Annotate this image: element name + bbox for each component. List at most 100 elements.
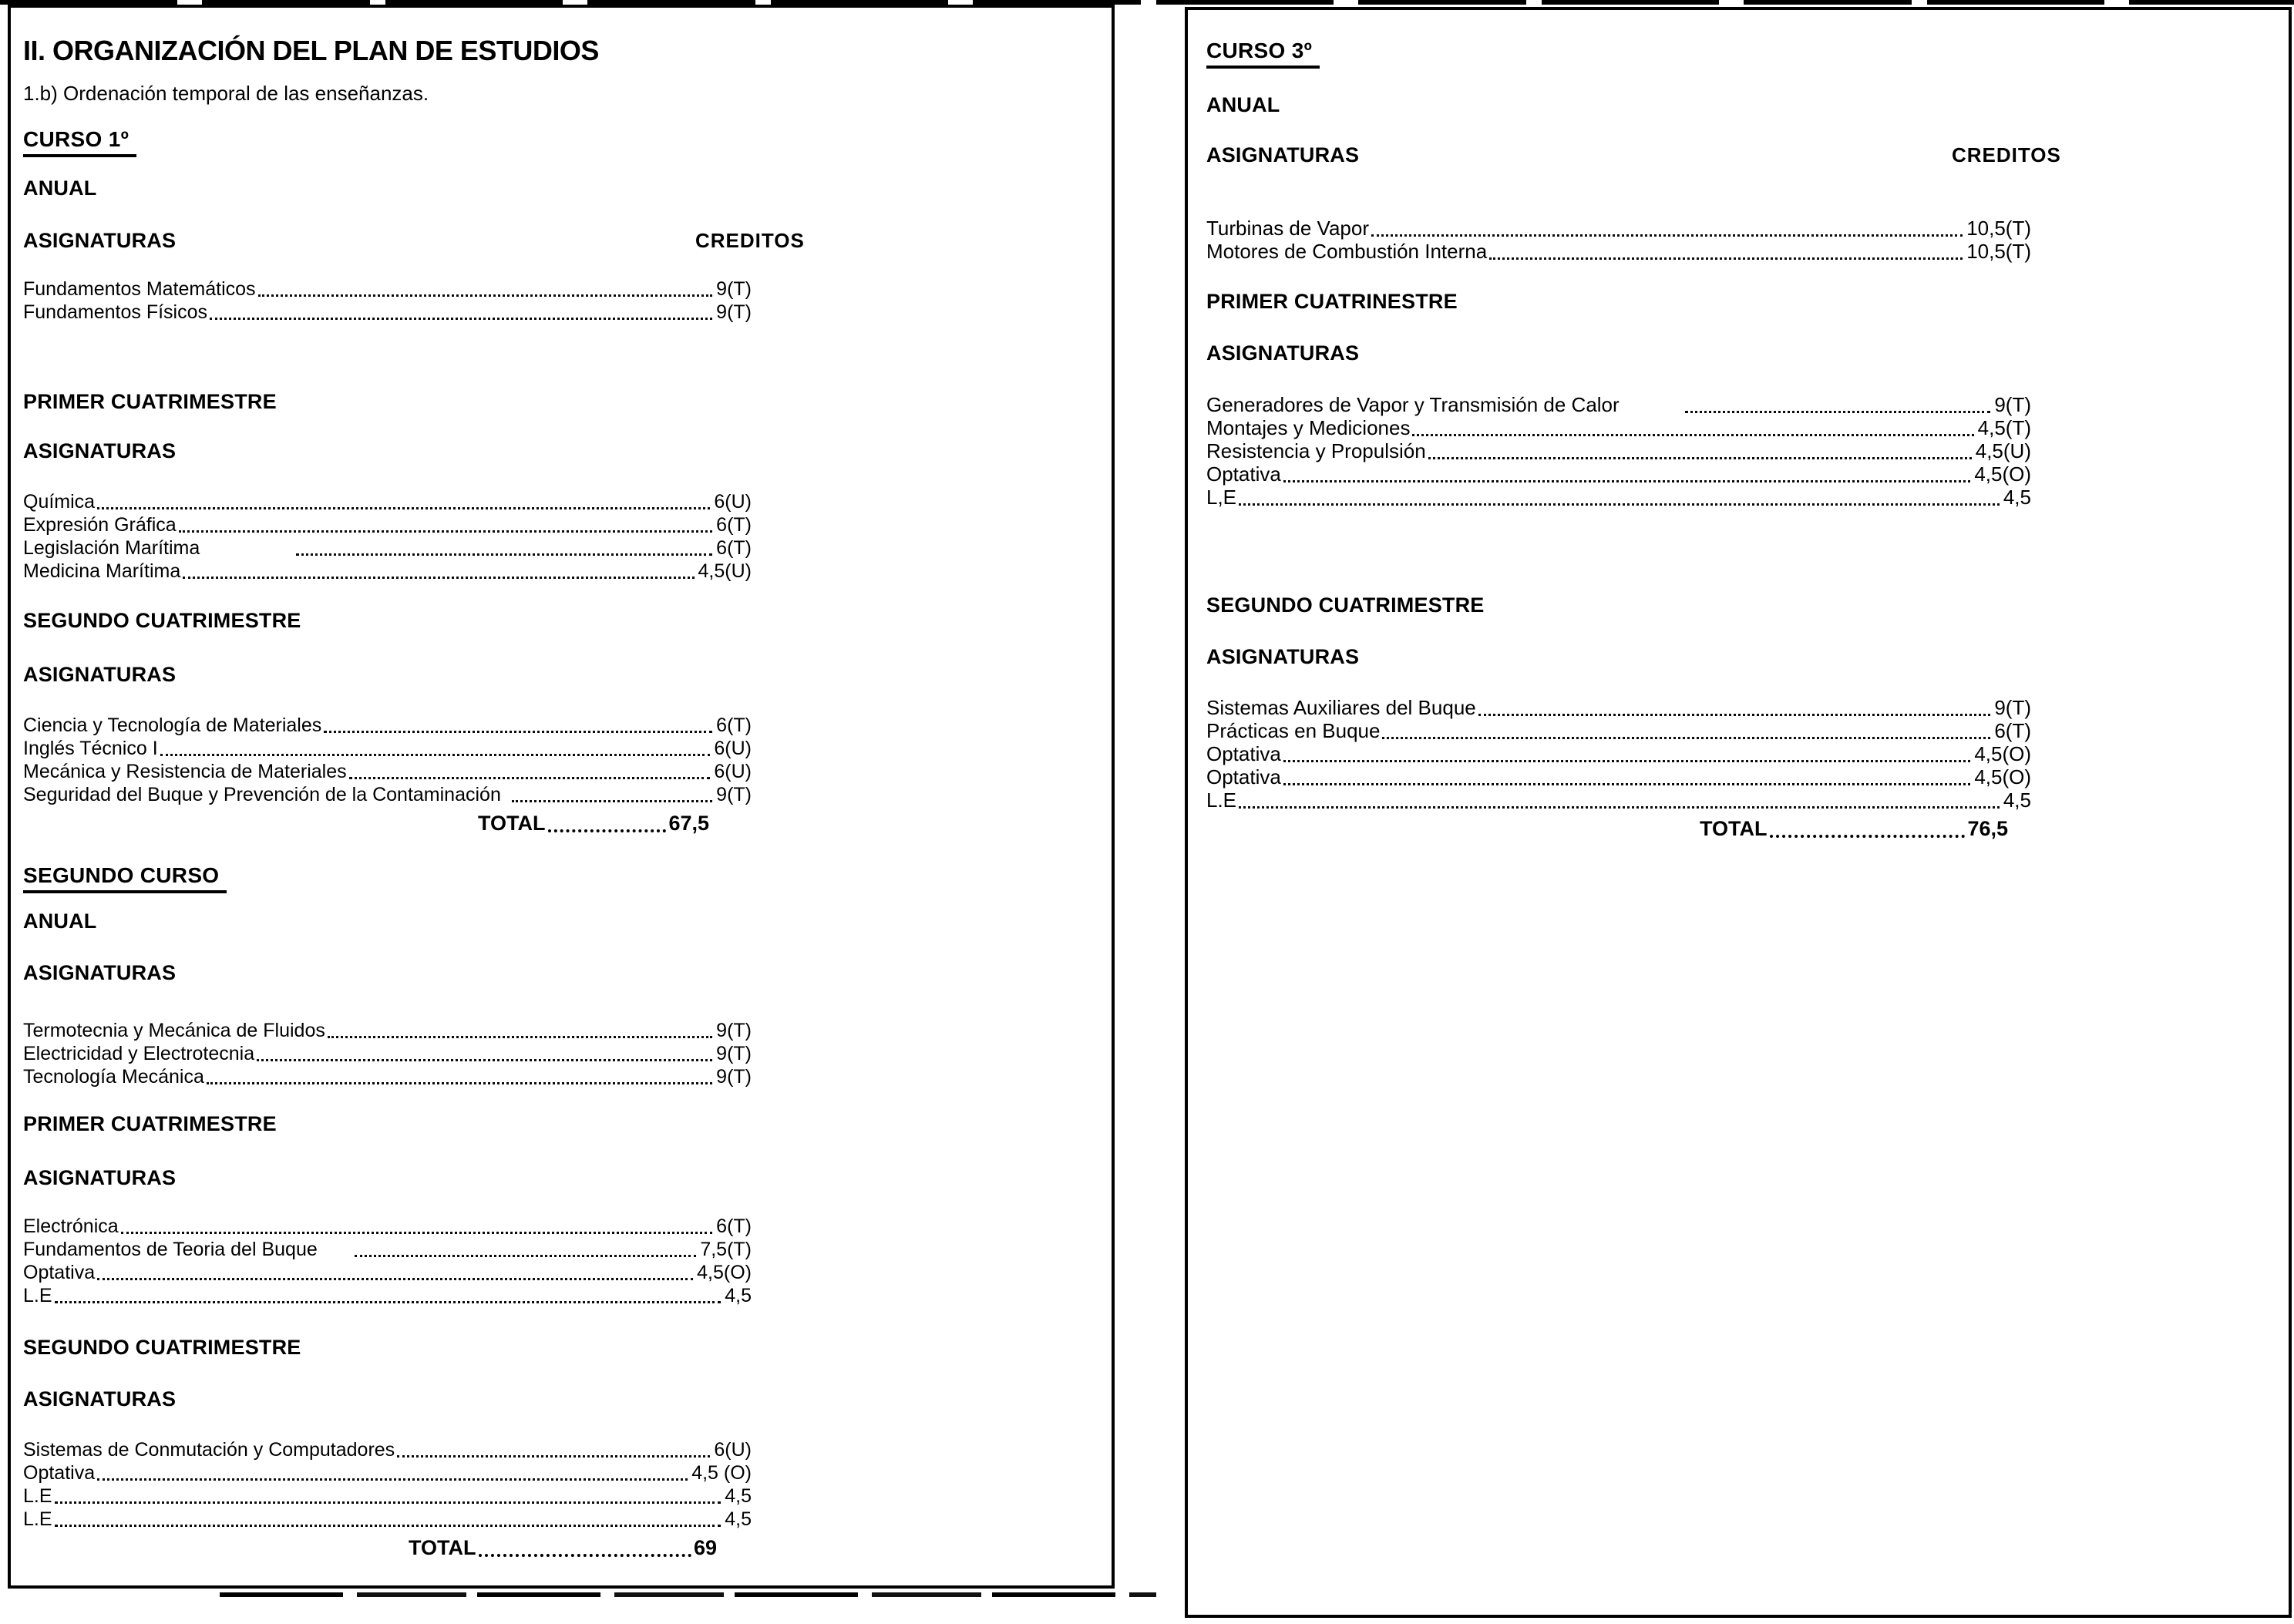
- section-heading: PRIMER CUATRIMESTRE: [23, 390, 277, 413]
- dot-leader: [178, 530, 713, 533]
- subject-row: Sistemas de Conmutación y Computadores 6(…: [23, 1439, 752, 1461]
- subject-name: Química: [23, 491, 96, 513]
- subject-row: Inglés Técnico I 6(U): [23, 738, 752, 760]
- dot-leader: [206, 1082, 713, 1084]
- subject-name: L.E: [23, 1508, 52, 1530]
- section-heading: ANUAL: [23, 910, 97, 933]
- dot-leader: [1489, 257, 1963, 260]
- credit-value: 4,5: [2003, 486, 2031, 509]
- dot-leader: [1283, 480, 1971, 482]
- dot-leader: [1412, 434, 1974, 436]
- subject-name: Fundamentos Físicos: [23, 301, 207, 323]
- subject-name: Seguridad del Buque y Prevención de la C…: [23, 784, 501, 805]
- credit-value: 9(T): [716, 1043, 752, 1064]
- dot-leader: [1283, 760, 1971, 762]
- subject-row: Química 6(U): [23, 491, 752, 513]
- subject-name: Optativa: [23, 1262, 96, 1283]
- subject-name: L.E: [23, 1485, 52, 1507]
- course-heading: SEGUNDO CURSO: [23, 863, 227, 893]
- subject-row: Legislación Marítima 6(T): [23, 537, 752, 560]
- subject-row: L.E 4,5: [23, 1285, 752, 1307]
- scan-artifact-bottom-left-edge: [220, 1592, 1156, 1597]
- subject-name: Mecánica y Resistencia de Materiales: [23, 761, 347, 782]
- course-heading: CURSO 1º: [23, 127, 137, 157]
- subject-row: Sistemas Auxiliares del Buque 9(T): [1206, 696, 2031, 720]
- total-value: 67,5: [668, 812, 709, 835]
- subject-name: Turbinas de Vapor: [1206, 217, 1370, 240]
- dot-leader: [1684, 411, 1991, 413]
- dot-leader: [1478, 714, 1991, 716]
- dot-leader: [1382, 737, 1991, 739]
- dot-leader: [210, 318, 713, 320]
- dot-leader: [54, 1501, 722, 1504]
- section-heading: ASIGNATURAS: [23, 1387, 177, 1410]
- dot-leader: [54, 1525, 722, 1527]
- subject-name: Optativa: [1206, 742, 1281, 765]
- credit-value: 6(U): [714, 1439, 752, 1461]
- scan-artifact-top-edge: [0, 0, 2294, 5]
- total-value: 76,5: [1967, 817, 2008, 840]
- subject-name: Sistemas Auxiliares del Buque: [1206, 696, 1476, 719]
- credit-value: 6(T): [716, 714, 752, 736]
- section-heading: ASIGNATURAS: [1206, 645, 1360, 668]
- credit-value: 9(T): [716, 301, 752, 323]
- subject-name: Legislación Marítima: [23, 537, 200, 559]
- subject-name: Fundamentos de Teoria del Buque: [23, 1239, 318, 1260]
- total-row: TOTAL 69: [409, 1536, 717, 1560]
- subject-row: Ciencia y Tecnología de Materiales 6(T): [23, 714, 752, 737]
- section-heading: SEGUNDO CUATRIMESTRE: [1206, 593, 1485, 617]
- dot-leader: [348, 777, 711, 779]
- credit-value: 4,5: [2003, 788, 2031, 812]
- page-title: II. ORGANIZACIÓN DEL PLAN DE ESTUDIOS: [23, 35, 599, 66]
- credit-value: 9(T): [716, 1020, 752, 1041]
- dot-leader: [97, 1278, 694, 1280]
- subtitle: 1.b) Ordenación temporal de las enseñanz…: [23, 82, 429, 105]
- credit-value: 4,5: [725, 1508, 752, 1530]
- credit-value: 6(U): [714, 491, 752, 513]
- dot-leader: [120, 1232, 713, 1234]
- document-page-left: II. ORGANIZACIÓN DEL PLAN DE ESTUDIOS 1.b…: [8, 5, 1115, 1589]
- credit-value: 6(T): [716, 1215, 752, 1237]
- subject-row: Termotecnia y Mecánica de Fluidos 9(T): [23, 1020, 752, 1042]
- section-heading: PRIMER CUATRIMESTRE: [23, 1112, 277, 1135]
- subject-row: Optativa 4,5(O): [23, 1262, 752, 1284]
- dot-leader: [1239, 806, 2000, 809]
- subject-name: Motores de Combustión Interna: [1206, 240, 1488, 263]
- subject-row: Medicina Marítima 4,5(U): [23, 560, 752, 583]
- column-headers: ASIGNATURAS CREDITOS: [1206, 143, 2060, 166]
- section-heading: ANUAL: [1206, 93, 1280, 116]
- credit-value: 10,5(T): [1966, 240, 2031, 263]
- dot-leader: [97, 507, 711, 509]
- dot-leader: [547, 829, 667, 832]
- section-heading: ASIGNATURAS: [23, 1166, 177, 1189]
- dot-leader: [296, 553, 713, 556]
- credit-value: 9(T): [1994, 696, 2031, 719]
- subject-name: Optativa: [1206, 765, 1281, 788]
- dot-leader: [511, 800, 713, 802]
- subject-name: Termotecnia y Mecánica de Fluidos: [23, 1020, 325, 1041]
- credit-value: 6(U): [714, 761, 752, 782]
- credit-value: 4,5(T): [1977, 416, 2031, 439]
- course-heading-text: SEGUNDO CURSO: [23, 863, 227, 893]
- credit-value: 4,5(U): [1975, 439, 2031, 462]
- credit-value: 6(U): [714, 738, 752, 759]
- course-heading: CURSO 3º: [1206, 39, 1320, 69]
- credit-value: 6(T): [716, 537, 752, 559]
- dot-leader: [1283, 783, 1971, 785]
- credit-value: 4,5: [725, 1285, 752, 1306]
- subject-row: Seguridad del Buque y Prevención de la C…: [23, 784, 752, 806]
- subject-row: L.E 4,5: [23, 1508, 752, 1531]
- credit-value: 6(T): [1994, 719, 2031, 742]
- total-label: TOTAL: [409, 1536, 476, 1559]
- subject-row: Fundamentos Físicos 9(T): [23, 301, 752, 324]
- subject-name: Medicina Marítima: [23, 560, 181, 582]
- dot-leader: [160, 754, 711, 756]
- column-header-asignaturas: ASIGNATURAS: [23, 229, 177, 252]
- column-header-creditos: CREDITOS: [1952, 143, 2061, 166]
- credit-value: 4,5(O): [1974, 742, 2031, 765]
- dot-leader: [397, 1455, 711, 1458]
- subject-row: Mecánica y Resistencia de Materiales 6(U): [23, 761, 752, 783]
- dot-leader: [1428, 457, 1972, 459]
- subject-name: L,E: [1206, 486, 1237, 509]
- subject-name: Fundamentos Matemáticos: [23, 278, 256, 300]
